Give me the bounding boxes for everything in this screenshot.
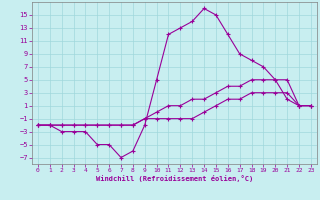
X-axis label: Windchill (Refroidissement éolien,°C): Windchill (Refroidissement éolien,°C) xyxy=(96,175,253,182)
